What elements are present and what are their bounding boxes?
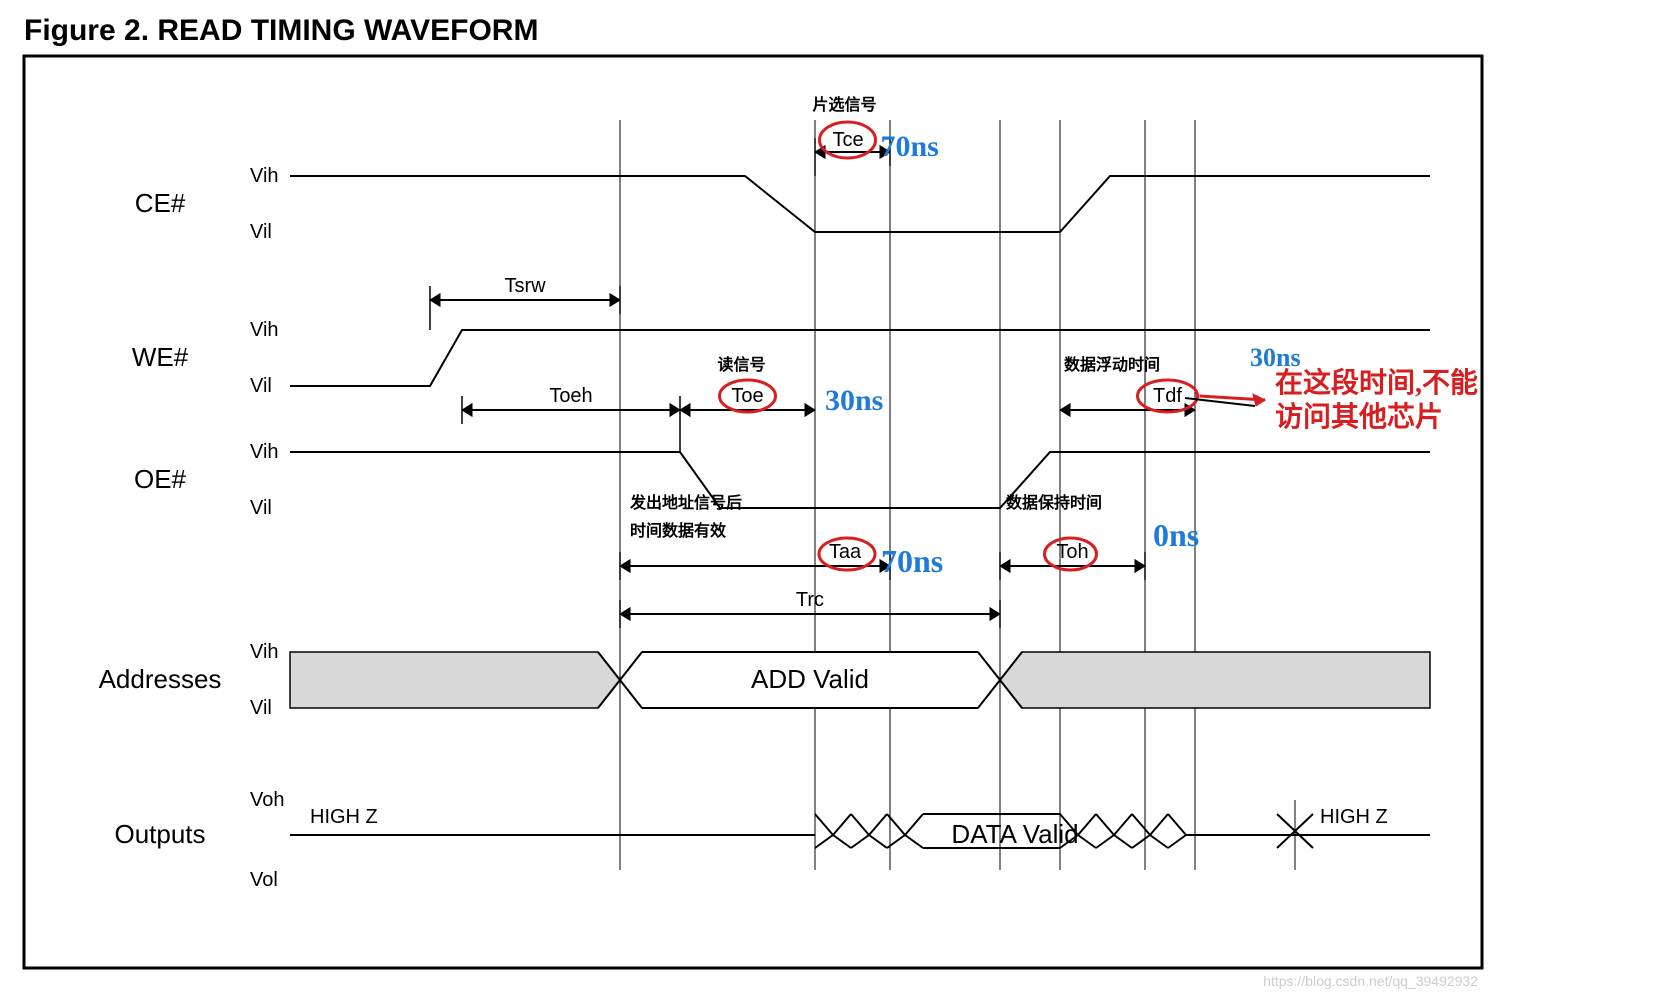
- svg-text:数据保持时间: 数据保持时间: [1006, 493, 1102, 512]
- svg-text:发出地址信号后: 发出地址信号后: [629, 493, 742, 512]
- svg-text:Figure 2. READ TIMING WAVEFORM: Figure 2. READ TIMING WAVEFORM: [24, 14, 538, 47]
- svg-text:Tdf: Tdf: [1153, 385, 1182, 407]
- svg-text:Vil: Vil: [250, 375, 272, 397]
- svg-text:70ns: 70ns: [881, 543, 943, 579]
- svg-text:0ns: 0ns: [1153, 517, 1199, 553]
- svg-text:WE#: WE#: [132, 342, 189, 372]
- svg-text:70ns: 70ns: [881, 130, 939, 163]
- svg-text:Toe: Toe: [731, 385, 763, 407]
- svg-text:数据浮动时间: 数据浮动时间: [1064, 355, 1160, 374]
- svg-text:Vol: Vol: [250, 869, 278, 891]
- svg-text:Taa: Taa: [829, 541, 862, 563]
- svg-text:Vil: Vil: [250, 697, 272, 719]
- svg-text:30ns: 30ns: [825, 384, 883, 417]
- timing-diagram: Figure 2. READ TIMING WAVEFORM CE# Vih Vil T…: [0, 0, 1668, 1006]
- svg-text:Vih: Vih: [250, 319, 279, 341]
- svg-text:Voh: Voh: [250, 789, 284, 811]
- svg-text:Trc: Trc: [796, 589, 824, 611]
- svg-text:Tce: Tce: [833, 129, 864, 151]
- svg-text:时间数据有效: 时间数据有效: [630, 521, 726, 540]
- svg-text:片选信号: 片选信号: [813, 95, 877, 114]
- svg-text:Vil: Vil: [250, 497, 272, 519]
- svg-text:HIGH Z: HIGH Z: [1320, 806, 1388, 828]
- svg-text:读信号: 读信号: [718, 355, 766, 374]
- svg-text:Vih: Vih: [250, 441, 279, 463]
- svg-text:CE#: CE#: [135, 188, 186, 218]
- svg-text:在这段时间,不能: 在这段时间,不能: [1275, 366, 1478, 399]
- svg-text:https://blog.csdn.net/qq_39492: https://blog.csdn.net/qq_39492932: [1263, 973, 1478, 989]
- svg-text:OE#: OE#: [134, 464, 187, 494]
- svg-text:Toeh: Toeh: [549, 385, 592, 407]
- svg-text:访问其他芯片: 访问其他芯片: [1275, 401, 1443, 433]
- svg-text:Vil: Vil: [250, 221, 272, 243]
- svg-text:Vih: Vih: [250, 641, 279, 663]
- svg-text:DATA Valid: DATA Valid: [951, 819, 1078, 849]
- svg-text:Outputs: Outputs: [114, 819, 205, 849]
- svg-text:Vih: Vih: [250, 165, 279, 187]
- svg-text:HIGH Z: HIGH Z: [310, 806, 378, 828]
- svg-text:Addresses: Addresses: [99, 664, 222, 694]
- svg-text:Toh: Toh: [1056, 541, 1088, 563]
- svg-text:Tsrw: Tsrw: [504, 275, 546, 297]
- svg-text:ADD Valid: ADD Valid: [751, 664, 869, 694]
